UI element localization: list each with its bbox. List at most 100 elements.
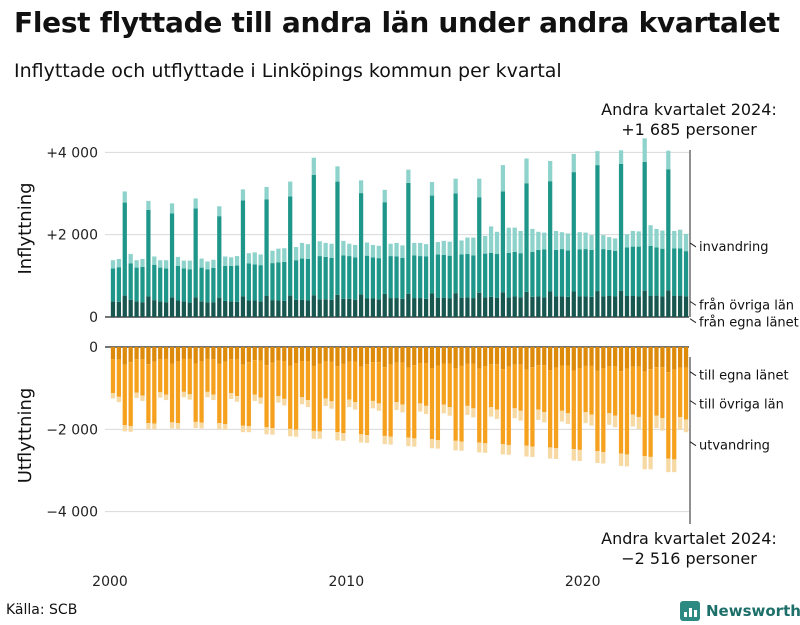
bar-segment [311,295,316,317]
bar-segment [175,265,181,301]
bar-segment [683,347,689,368]
y-tick-label: +2 000 [46,228,98,244]
bar-segment [477,197,482,293]
bar-segment [199,347,204,362]
bar-segment [488,252,494,297]
bar-segment [412,438,417,447]
bar-segment [234,347,240,360]
bar-segment [412,242,417,256]
bar-segment [158,347,163,360]
bar-segment [595,291,600,317]
bar-segment [252,264,257,301]
bar-segment [370,257,376,299]
bar-segment [435,347,441,366]
bar-segment [459,441,464,451]
bar-segment [187,358,192,395]
bar-segment [228,393,234,399]
bar-segment [270,362,275,429]
bar-segment [169,297,175,317]
bar-segment [530,446,535,457]
bar-segment [252,252,257,265]
bar-segment [654,415,659,429]
bar-segment [223,256,228,266]
bar-segment [683,251,689,297]
bar-segment [146,296,151,317]
bar-segment [311,430,316,439]
label-leader [689,242,697,248]
bar-segment [435,242,441,255]
bar-segment [435,297,441,317]
bar-segment [116,258,121,268]
bar-segment [376,245,381,259]
bar-segment [187,302,192,317]
bar-segment [447,241,452,256]
bar-segment [228,301,234,317]
bar-segment [110,359,116,394]
bar-segment [122,425,127,432]
bar-segment [648,296,653,317]
bar-segment [423,298,429,317]
bar-segment [376,403,381,411]
bar-segment [607,249,612,296]
bar-segment [488,347,494,365]
bar-segment [418,242,423,257]
bar-segment [542,365,547,413]
bar-segment [630,366,635,415]
bar-segment [152,256,157,265]
bar-segment [406,367,411,438]
bar-segment [134,260,139,268]
bar-segment [270,428,275,435]
bar-segment [583,412,588,424]
y-axis-title: Inflyttning [15,182,36,274]
bar-segment [583,232,588,250]
bar-segment [341,363,346,434]
bar-segment [382,367,387,436]
bar-segment [181,347,186,359]
bar-segment [624,347,630,369]
bar-segment [577,449,582,462]
bar-segment [601,296,606,317]
bar-segment [388,256,393,299]
bar-segment [453,347,458,369]
bar-segment [488,364,494,408]
bar-segment [246,426,251,433]
bar-segment [406,347,411,368]
bar-segment [240,347,246,365]
bar-segment [465,237,470,255]
bar-segment [666,169,671,291]
bar-segment [329,243,334,258]
bar-segment [601,235,606,250]
bar-segment [583,365,588,413]
bar-segment [613,296,618,317]
bar-segment [347,399,352,408]
bar-segment [577,249,582,297]
bar-segment [240,296,246,317]
bar-segment [577,232,582,250]
series-label: till egna länet [699,369,789,384]
bar-segment [110,301,116,317]
bar-segment [240,364,246,426]
bar-segment [607,347,612,367]
bar-segment [199,301,204,317]
bar-segment [618,453,624,466]
bar-segment [252,360,257,395]
bar-segment [589,296,594,317]
bar-segment [140,359,145,396]
bar-segment [382,202,387,294]
bar-segment [648,225,653,246]
bar-segment [618,150,624,164]
bar-segment [553,296,559,317]
bar-segment [636,366,641,417]
bar-segment [636,347,641,367]
label-leader [689,300,697,306]
bar-segment [589,347,594,366]
bar-segment [146,364,151,424]
bar-segment [382,347,387,368]
bar-segment [347,361,352,400]
bar-segment [536,296,541,317]
bar-segment [305,400,311,408]
bar-segment [548,160,553,182]
bar-segment [187,269,192,303]
bar-segment [678,248,683,296]
bar-segment [388,298,393,317]
